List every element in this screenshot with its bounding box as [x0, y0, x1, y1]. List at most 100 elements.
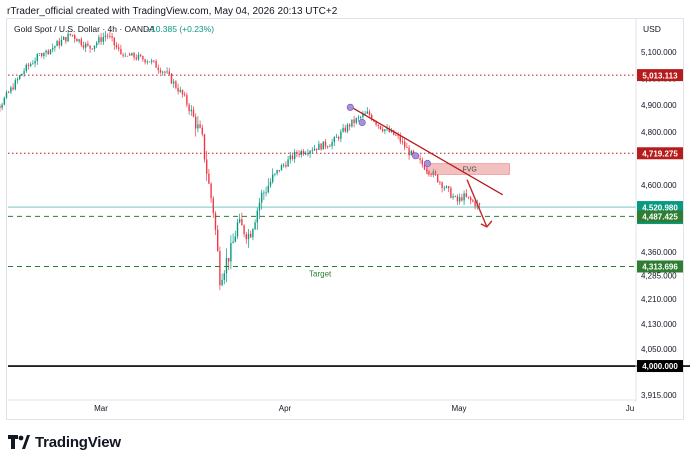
candle-body: [21, 73, 23, 76]
candle-body: [278, 170, 280, 171]
price-tick-label: 3,915.000: [641, 391, 677, 400]
candle-body: [357, 117, 360, 119]
candle-body: [333, 137, 335, 143]
candle-body: [359, 117, 362, 118]
candle-body: [93, 45, 96, 50]
candle-body: [7, 92, 10, 94]
candle-body: [40, 52, 43, 57]
candle-body: [381, 129, 384, 132]
candle-body: [188, 104, 190, 112]
tradingview-footer[interactable]: TradingView: [8, 430, 121, 454]
candle-body: [183, 94, 186, 96]
candle-body: [260, 192, 263, 203]
arrow-head-icon: [480, 220, 493, 228]
level-price-box: [637, 260, 683, 273]
candle-body: [139, 54, 142, 56]
candle-body: [366, 111, 368, 114]
level-price-label: 4,719.275: [642, 149, 678, 158]
trendline-point[interactable]: [346, 103, 354, 111]
candle-body: [126, 55, 129, 57]
level-price-label: 4,487.425: [642, 213, 678, 222]
candle-body: [318, 143, 320, 150]
candle-body: [54, 46, 56, 48]
candle-body: [337, 137, 340, 139]
target-label: Target: [309, 269, 332, 278]
candle-body: [155, 61, 157, 68]
candle-body: [401, 141, 404, 143]
price-tick-label: 4,600.000: [641, 181, 677, 190]
candle-body: [159, 70, 162, 73]
candle-body: [252, 229, 254, 238]
candle-body: [56, 41, 58, 47]
candle-body: [377, 124, 379, 126]
candle-body: [78, 39, 80, 42]
candle-body: [203, 134, 206, 160]
candle-body: [410, 150, 412, 156]
candle-body: [390, 130, 393, 133]
candle-body: [201, 127, 203, 135]
chart-title: Gold Spot / U.S. Dollar · 4h · OANDA: [14, 24, 155, 34]
candle-body: [150, 60, 153, 62]
candle-body: [23, 71, 25, 74]
candle-body: [335, 137, 338, 138]
candle-body: [243, 225, 245, 235]
price-tick-label: 4,050.000: [641, 345, 677, 354]
candle-body: [263, 192, 265, 194]
candle-body: [91, 48, 93, 50]
candle-body: [289, 155, 291, 160]
candle-body: [432, 171, 434, 176]
candle-body: [379, 125, 382, 130]
candle-body: [153, 60, 155, 62]
candle-body: [84, 43, 87, 48]
candle-body: [208, 173, 210, 184]
candle-body: [406, 147, 408, 148]
candle-body: [256, 210, 258, 223]
candle-body: [124, 55, 126, 57]
candle-body: [249, 233, 252, 238]
candle-body: [302, 151, 305, 155]
candle-body: [45, 50, 47, 53]
candle-body: [122, 54, 124, 56]
candle-body: [115, 45, 118, 48]
trendline-point[interactable]: [423, 159, 432, 168]
candle-body: [276, 170, 278, 174]
candle-body: [269, 181, 272, 186]
candle-body: [274, 173, 276, 175]
projection-arrow[interactable]: [466, 179, 488, 228]
candle-body: [38, 52, 41, 54]
candle-body: [364, 113, 366, 115]
candle-body: [322, 141, 324, 150]
candle-body: [282, 164, 285, 166]
candle-body: [368, 111, 371, 115]
candle-body: [392, 130, 395, 135]
trendline[interactable]: [349, 105, 504, 196]
candle-body: [95, 42, 98, 46]
price-tick-label: 4,900.000: [641, 101, 677, 110]
price-tick-label: 4,285.000: [641, 271, 677, 280]
time-tick-label: May: [451, 404, 466, 413]
level-price-box: [637, 201, 683, 214]
candle-body: [80, 39, 82, 46]
candle-body: [157, 67, 159, 71]
trendline-point[interactable]: [358, 118, 366, 127]
level-price-box: [637, 147, 683, 160]
candle-body: [223, 273, 225, 280]
candle-body: [395, 134, 397, 136]
chart-frame[interactable]: [6, 18, 684, 420]
candle-body: [271, 174, 274, 182]
candle-body: [205, 159, 208, 174]
candle-body: [170, 73, 173, 84]
candle-body: [280, 165, 283, 171]
candle-body: [285, 164, 287, 167]
candle-body: [49, 49, 52, 55]
candle-body: [443, 187, 445, 189]
candle-body: [258, 202, 261, 211]
candle-body: [71, 34, 74, 36]
time-tick-label: Apr: [279, 404, 292, 413]
candle-body: [291, 155, 294, 160]
candle-body: [98, 37, 100, 43]
candle-body: [234, 236, 236, 242]
trendline-point[interactable]: [412, 152, 420, 160]
candle-body: [456, 196, 459, 202]
